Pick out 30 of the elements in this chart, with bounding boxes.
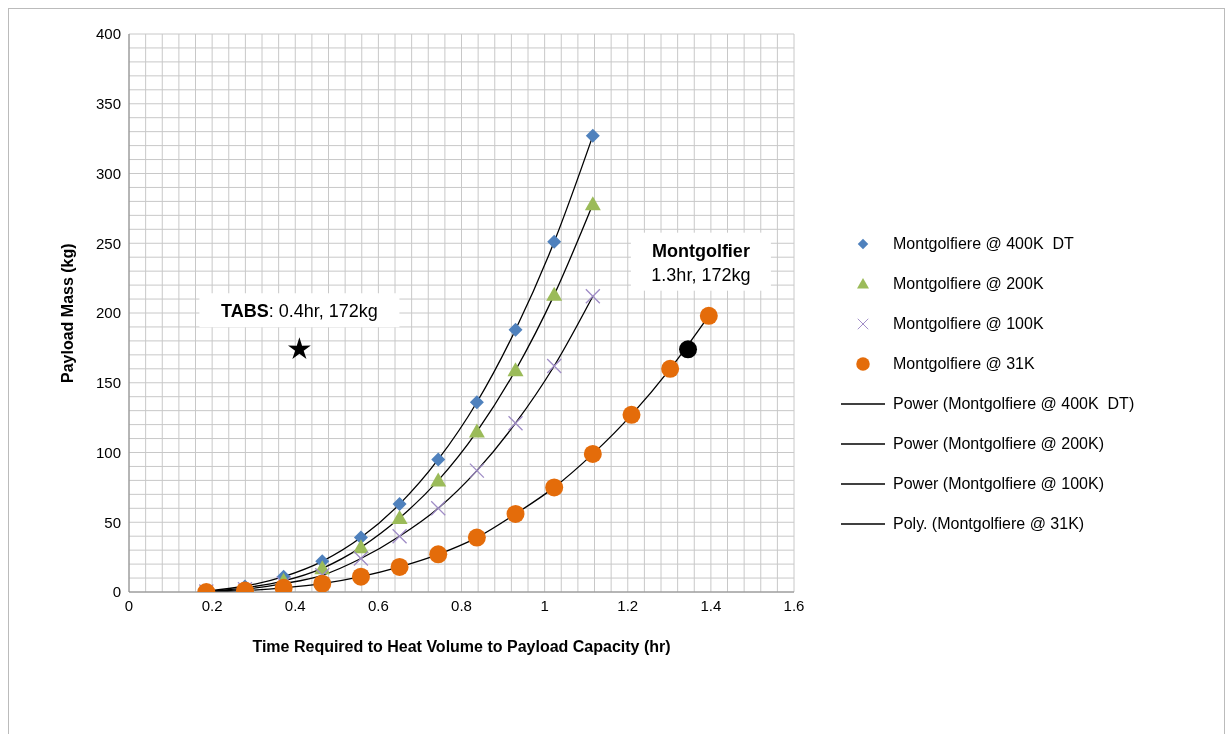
y-tick-label: 150 xyxy=(95,374,121,392)
y-tick-label: 100 xyxy=(95,443,121,461)
x-tick-label: 1.6 xyxy=(783,596,805,614)
y-axis-title: Payload Mass (kg) xyxy=(58,243,76,383)
legend-label: Power (Montgolfiere @ 400K DT) xyxy=(893,395,1135,413)
x-tick-label: 0.2 xyxy=(201,596,223,614)
x-tick-label: 0.4 xyxy=(284,596,306,614)
x-tick-label: 0.8 xyxy=(451,596,472,614)
legend-label: Power (Montgolfiere @ 100K) xyxy=(893,475,1104,493)
y-tick-label: 350 xyxy=(95,95,121,113)
legend-label: Power (Montgolfiere @ 200K) xyxy=(893,435,1104,453)
y-tick-label: 250 xyxy=(95,234,121,252)
x-tick-label: 1.4 xyxy=(700,596,722,614)
x-tick-label: 0 xyxy=(124,596,134,614)
x-tick-label: 0.6 xyxy=(367,596,389,614)
y-tick-label: 50 xyxy=(104,513,121,531)
y-tick-label: 300 xyxy=(95,164,121,182)
legend-label: Montgolfiere @ 200K xyxy=(893,275,1044,293)
y-tick-label: 200 xyxy=(95,304,121,322)
x-tick-label: 1.2 xyxy=(617,596,639,614)
legend-label: Montgolfiere @ 31K xyxy=(893,355,1035,373)
y-tick-label: 400 xyxy=(95,25,121,43)
x-tick-label: 1 xyxy=(540,596,549,614)
legend-label: Montgolfiere @ 100K xyxy=(893,315,1044,333)
legend-label: Montgolfiere @ 400K DT xyxy=(893,235,1074,253)
y-tick-label: 0 xyxy=(112,583,121,601)
annotation: Montgolfier 1.3hr, 172kg xyxy=(651,240,751,285)
legend-label: Poly. (Montgolfiere @ 31K) xyxy=(893,515,1085,533)
annotation: TABS: 0.4hr, 172kg xyxy=(221,301,378,322)
x-axis-title: Time Required to Heat Volume to Payload Capacity (hr) xyxy=(252,638,671,655)
